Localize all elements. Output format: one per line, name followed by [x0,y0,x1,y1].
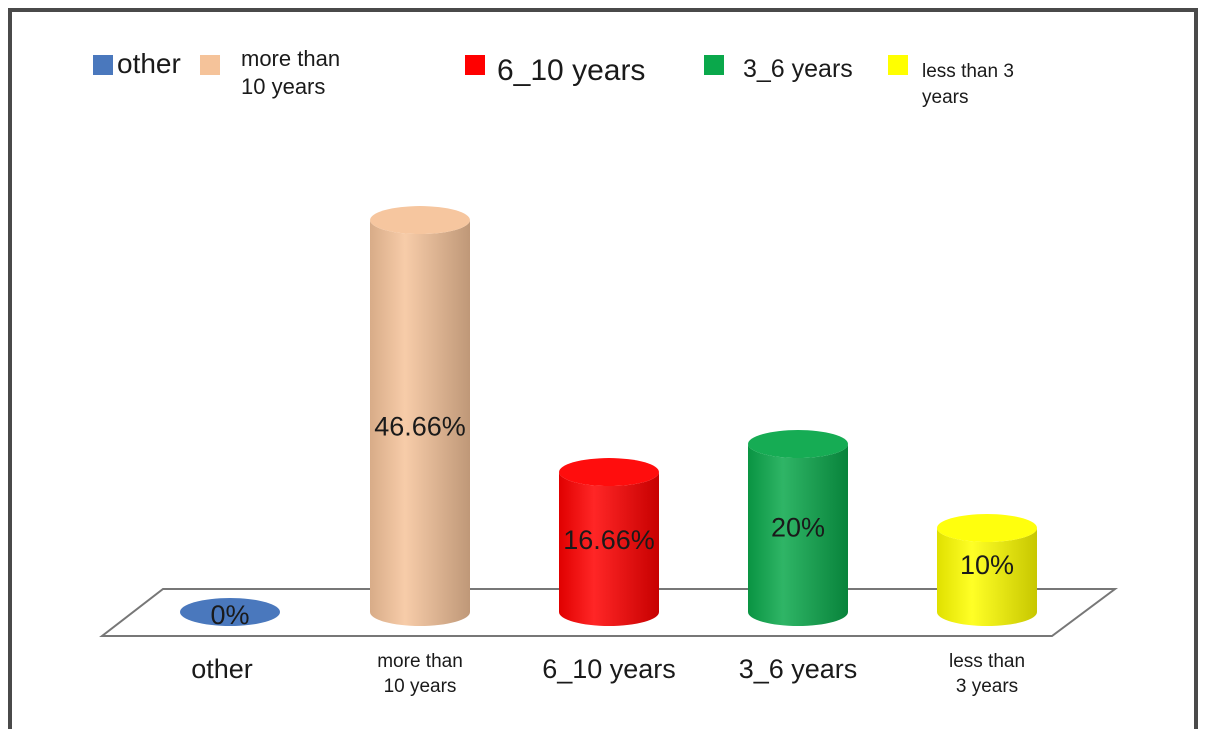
bar-top-less-than-3-years [937,514,1037,542]
category-label-more-than-10-years-line1: more than [377,651,463,672]
bar-top-more-than-10-years [370,206,470,235]
legend-swatch-more-than-10-years [200,55,220,75]
legend-label-less-than-3-years-line2: years [922,87,968,108]
category-labels: other more than 10 years 6_10 years 3_6 year… [191,651,1025,697]
legend-swatch-less-than-3-years [888,55,908,75]
bar-body-6-10-years [559,472,659,626]
bar-body-3-6-years [748,444,848,626]
legend-label-6-10-years: 6_10 years [497,54,645,87]
bar-more-than-10-years [370,206,470,626]
category-label-less-than-3-years-line1: less than [949,651,1025,672]
bar-top-3-6-years [748,430,848,458]
bar-body-less-than-3-years [937,528,1037,626]
legend-swatch-6-10-years [465,55,485,75]
data-label-6-10-years: 16.66% [563,525,655,555]
bar-3-6-years [748,430,848,626]
legend-item-less-than-3-years: less than 3 years [888,55,1014,108]
category-label-3-6-years: 3_6 years [739,654,858,684]
data-label-less-than-3-years: 10% [960,550,1014,580]
legend-label-less-than-3-years-line1: less than 3 [922,61,1014,82]
legend-item-other: other [93,48,181,79]
legend-swatch-other [93,55,113,75]
data-label-more-than-10-years: 46.66% [374,412,466,442]
legend-label-3-6-years: 3_6 years [743,55,853,83]
legend-item-more-than-10-years: more than 10 years [200,46,340,99]
bar-disc-other [180,598,280,626]
legend-label-other: other [117,48,181,79]
category-label-other: other [191,654,253,684]
category-label-more-than-10-years-line2: 10 years [384,676,457,697]
bar-other [180,598,280,626]
legend-swatch-3-6-years [704,55,724,75]
category-label-less-than-3-years-line2: 3 years [956,676,1018,697]
data-label-other: 0% [210,600,249,630]
legend-item-6-10-years: 6_10 years [465,54,645,87]
category-label-6-10-years: 6_10 years [542,654,676,684]
bar-6-10-years [559,458,659,626]
legend: other more than 10 years 6_10 years 3_6 year… [93,46,1014,108]
bars [180,206,1037,626]
bar-top-6-10-years [559,458,659,487]
legend-item-3-6-years: 3_6 years [704,55,853,83]
data-labels: 0% 46.66% 16.66% 20% 10% [210,412,1014,630]
bar-less-than-3-years [937,514,1037,626]
bar-body-more-than-10-years [370,220,470,626]
data-label-3-6-years: 20% [771,512,825,542]
legend-label-more-than-10-years-line2: 10 years [241,74,325,99]
legend-label-more-than-10-years-line1: more than [241,46,340,71]
